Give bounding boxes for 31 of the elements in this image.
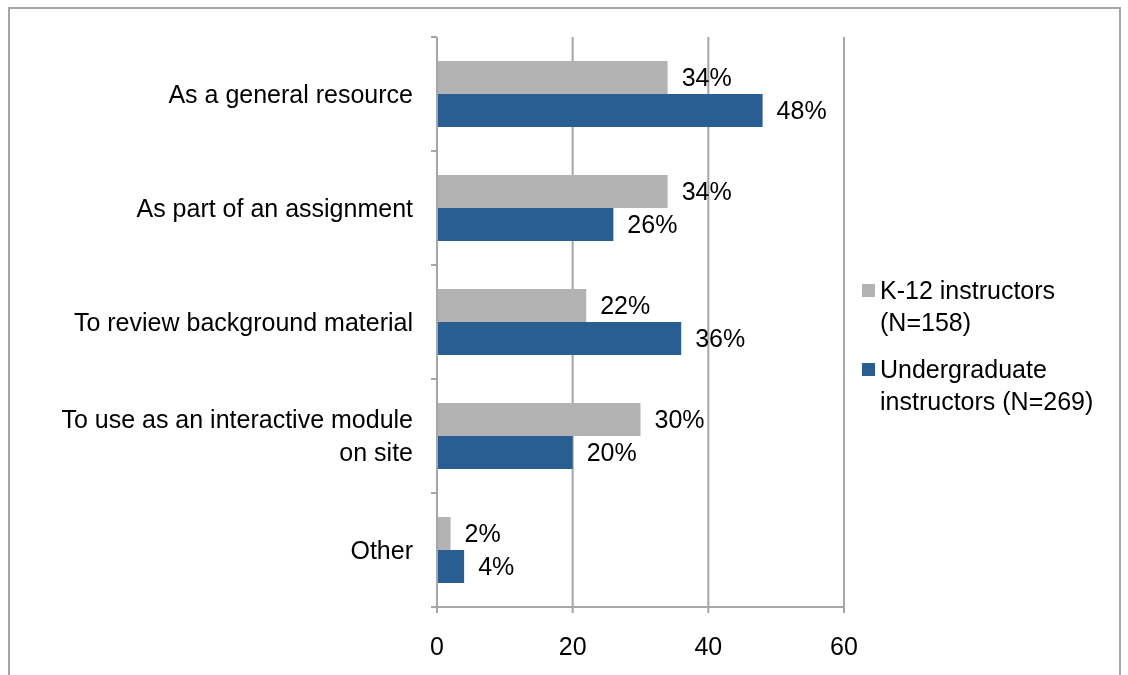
y-tick-label: Other	[350, 535, 413, 564]
data-label: 30%	[654, 405, 705, 434]
x-tick-label: 20	[558, 631, 587, 660]
data-label: 34%	[681, 63, 732, 92]
bar	[437, 94, 763, 127]
x-tick-label: 40	[694, 631, 723, 660]
bar	[437, 403, 641, 436]
x-tick-label: 0	[430, 631, 444, 660]
x-tick-label: 60	[830, 631, 858, 660]
y-tick-label: As a general resource	[168, 79, 413, 108]
data-label: 4%	[478, 552, 515, 581]
y-tick-label: As part of an assignment	[136, 193, 414, 222]
legend-label: K-12 instructors (N=158)	[880, 275, 1057, 338]
legend-label: Undergraduate instructors (N=269)	[880, 354, 1095, 417]
y-tick-label: To review background material	[73, 307, 413, 336]
bar	[437, 436, 573, 469]
bar	[437, 208, 614, 241]
bar	[437, 61, 668, 94]
data-label: 26%	[627, 210, 678, 239]
data-label: 48%	[776, 96, 827, 125]
bar	[437, 289, 587, 322]
data-label: 20%	[586, 438, 637, 467]
bar	[437, 550, 465, 583]
y-tick-label: To use as an interactive module on site	[61, 405, 413, 467]
bar	[437, 322, 682, 355]
data-label: 36%	[695, 324, 746, 353]
bar	[437, 175, 668, 208]
bar	[437, 517, 451, 550]
data-label: 2%	[464, 519, 501, 548]
data-label: 22%	[600, 291, 651, 320]
data-label: 34%	[681, 177, 732, 206]
